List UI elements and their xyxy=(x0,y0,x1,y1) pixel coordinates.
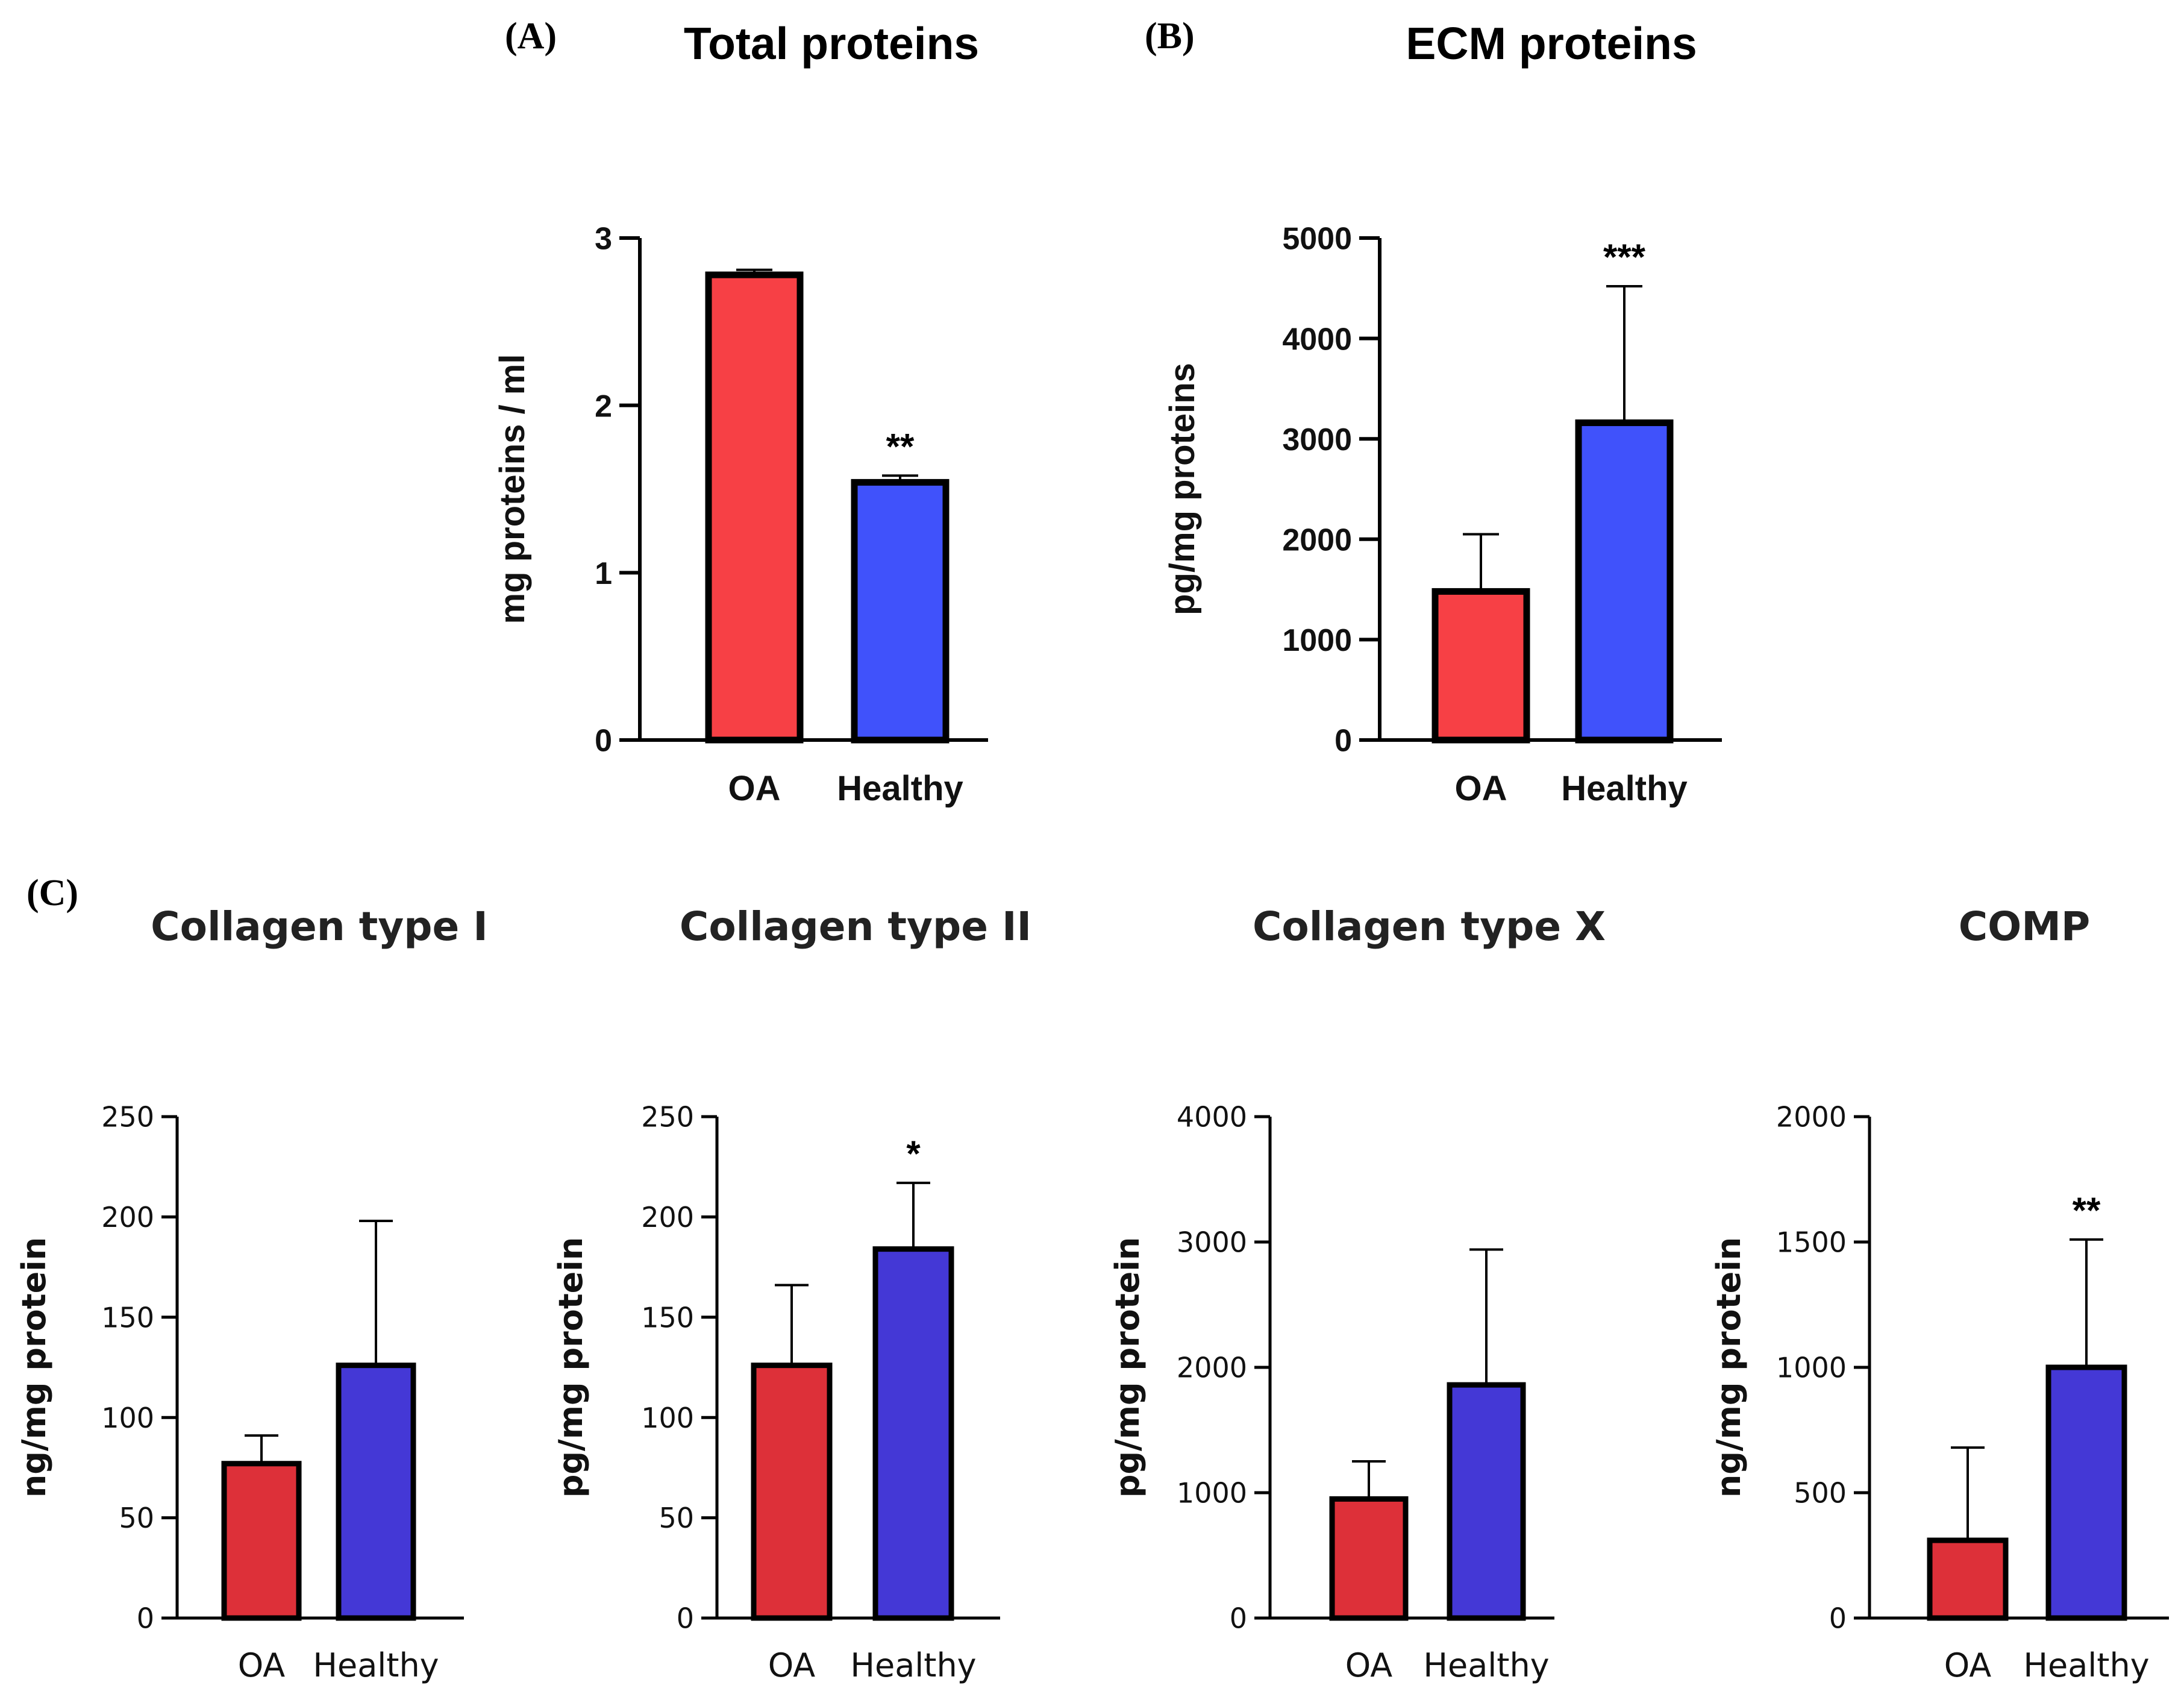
significance-marker: ** xyxy=(886,426,915,466)
x-tick-label: OA xyxy=(768,1646,816,1684)
y-tick-label: 100 xyxy=(641,1402,694,1434)
bar-oa xyxy=(1431,588,1530,744)
bar-healthy xyxy=(336,1363,416,1621)
y-tick-label: 2 xyxy=(595,389,612,424)
bar-oa xyxy=(705,271,804,744)
x-tick-label: Healthy xyxy=(1561,769,1688,808)
x-tick-label: OA xyxy=(1345,1646,1393,1684)
y-tick-label: 150 xyxy=(641,1301,694,1334)
y-tick-label: 50 xyxy=(659,1502,694,1534)
panel-label-c: (C) xyxy=(27,873,78,914)
y-axis-label: pg/mg protein xyxy=(1109,1237,1147,1498)
y-tick-label: 0 xyxy=(137,1602,154,1635)
y-tick-label: 1 xyxy=(595,556,612,591)
x-tick-label: OA xyxy=(1455,769,1507,808)
chart-c4: COMP ng/mg protein OA ** Healthy 0 500 1000 1500… xyxy=(1710,903,2169,1684)
y-axis-label: ng/mg protein xyxy=(1710,1237,1748,1498)
y-tick-label: 2000 xyxy=(1177,1352,1247,1384)
bar-oa xyxy=(1927,1537,2009,1621)
chart-title: Collagen type X xyxy=(1253,903,1606,950)
y-tick-label: 4000 xyxy=(1282,322,1352,357)
x-tick-label: Healthy xyxy=(2023,1646,2149,1684)
chart-c1: Collagen type I ng/mg protein OA Healthy 0 50… xyxy=(15,903,488,1684)
bar-oa xyxy=(751,1363,833,1621)
chart-c3: Collagen type X pg/mg protein OA Healthy 0 10… xyxy=(1109,903,1606,1684)
x-tick-label: Healthy xyxy=(850,1646,976,1684)
bar-healthy xyxy=(872,1246,954,1621)
y-tick-label: 1000 xyxy=(1177,1477,1247,1510)
bar-healthy xyxy=(1447,1382,1526,1621)
y-tick-label: 100 xyxy=(101,1402,154,1434)
bar-oa xyxy=(1329,1496,1409,1621)
x-tick-label: OA xyxy=(1944,1646,1992,1684)
y-tick-label: 3 xyxy=(595,222,612,257)
chart-c2: Collagen type II pg/mg protein OA * Healthy 0… xyxy=(552,903,1031,1684)
y-tick-label: 2000 xyxy=(1282,523,1352,558)
y-tick-label: 3000 xyxy=(1177,1226,1247,1259)
y-axis-label: mg proteins / ml xyxy=(493,354,532,624)
y-axis-label: ng/mg protein xyxy=(15,1237,53,1498)
bar-healthy xyxy=(1575,419,1674,744)
y-tick-label: 1500 xyxy=(1776,1226,1847,1259)
y-tick-label: 0 xyxy=(1829,1602,1847,1635)
significance-marker: *** xyxy=(1603,237,1646,277)
panel-label-a: (A) xyxy=(505,16,557,57)
y-tick-label: 200 xyxy=(101,1201,154,1234)
x-tick-label: Healthy xyxy=(837,769,963,808)
chart-title: Collagen type I xyxy=(151,903,488,950)
x-tick-label: Healthy xyxy=(313,1646,439,1684)
y-tick-label: 1000 xyxy=(1776,1352,1847,1384)
y-tick-label: 4000 xyxy=(1177,1101,1247,1134)
chart-title: COMP xyxy=(1959,903,2091,950)
y-axis-label: pg/mg protein xyxy=(552,1237,590,1498)
y-tick-label: 500 xyxy=(1794,1477,1847,1510)
y-tick-label: 250 xyxy=(101,1101,154,1134)
y-tick-label: 50 xyxy=(119,1502,154,1534)
chart-b: ECM proteins pg/mg proteins OA *** Healthy 0 1… xyxy=(1163,18,1722,808)
significance-marker: ** xyxy=(2073,1190,2101,1231)
y-tick-label: 0 xyxy=(1230,1602,1247,1635)
chart-title: Collagen type II xyxy=(680,903,1031,950)
significance-marker: * xyxy=(906,1134,921,1174)
bar-healthy xyxy=(2045,1364,2127,1621)
y-tick-label: 0 xyxy=(677,1602,694,1635)
y-tick-label: 0 xyxy=(1334,724,1352,759)
chart-a: Total proteins mg proteins / ml OA ** Health… xyxy=(493,18,988,808)
chart-title: ECM proteins xyxy=(1406,18,1697,69)
y-tick-label: 2000 xyxy=(1776,1101,1847,1134)
y-tick-label: 0 xyxy=(595,724,612,759)
bar-healthy xyxy=(851,478,950,744)
bar-oa xyxy=(221,1461,302,1621)
y-tick-label: 3000 xyxy=(1282,422,1352,457)
y-tick-label: 1000 xyxy=(1282,623,1352,658)
y-tick-label: 5000 xyxy=(1282,222,1352,257)
x-tick-label: OA xyxy=(728,769,781,808)
chart-title: Total proteins xyxy=(684,18,979,69)
x-tick-label: OA xyxy=(238,1646,286,1684)
y-tick-label: 150 xyxy=(101,1301,154,1334)
x-tick-label: Healthy xyxy=(1423,1646,1549,1684)
y-tick-label: 250 xyxy=(641,1101,694,1134)
y-axis-label: pg/mg proteins xyxy=(1163,363,1202,615)
y-tick-label: 200 xyxy=(641,1201,694,1234)
panel-label-b: (B) xyxy=(1145,16,1195,57)
